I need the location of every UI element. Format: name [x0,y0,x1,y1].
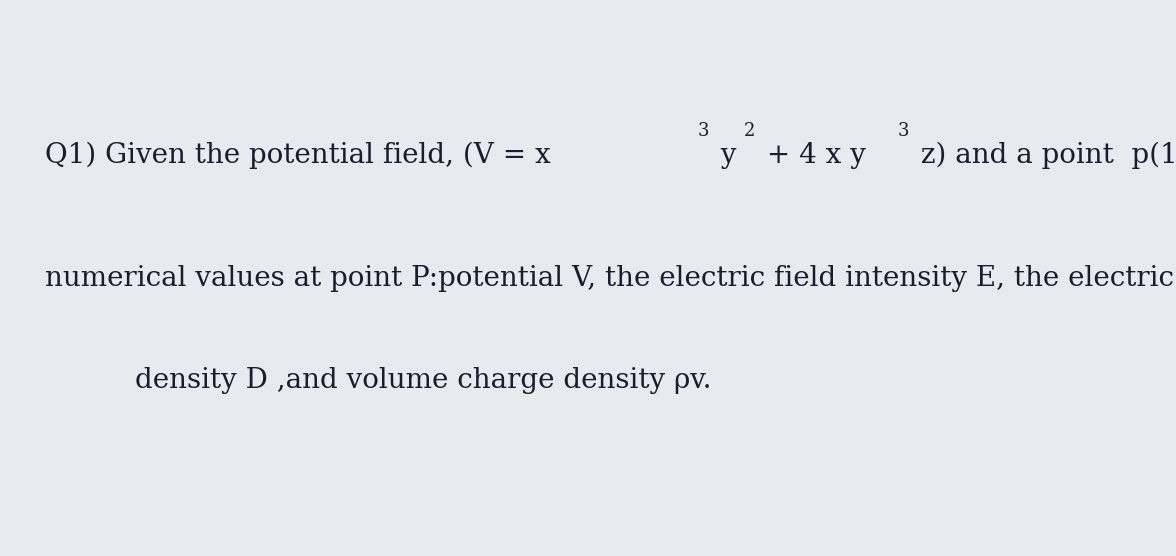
Text: y: y [713,142,736,169]
Text: 3: 3 [697,122,709,140]
Text: numerical values at point P:potential V, the electric field intensity E, the ele: numerical values at point P:potential V,… [45,265,1176,291]
Text: 2: 2 [743,122,755,140]
Text: density D ,and volume charge density ρv.: density D ,and volume charge density ρv. [135,368,711,394]
Text: z) and a point  p(10,10,10),find: z) and a point p(10,10,10),find [913,142,1176,170]
Text: 3: 3 [897,122,909,140]
Text: Q1) Given the potential field, (V = x: Q1) Given the potential field, (V = x [45,142,550,170]
Text: + 4 x y: + 4 x y [759,142,867,169]
